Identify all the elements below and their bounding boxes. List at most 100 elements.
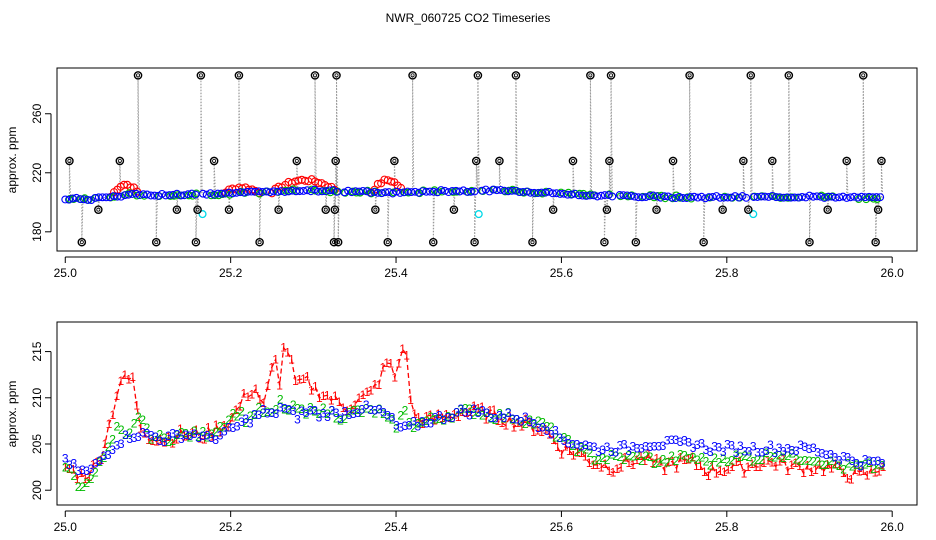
bottom-series-1-point: 1 [94, 455, 101, 469]
top-outlier-point [234, 71, 244, 80]
bottom-series-3-point: 3 [664, 433, 671, 447]
bottom-series-1-point: 1 [602, 457, 609, 471]
bottom-series-2-point: 2 [316, 407, 323, 421]
bottom-series-1-point: 1 [761, 456, 768, 470]
bottom-series-1-point: 1 [737, 454, 744, 468]
bottom-series-2-point: 2 [870, 462, 877, 476]
bottom-series-2-point: 2 [307, 400, 314, 414]
top-x-tick-label: 25.8 [715, 266, 739, 280]
top-outlier-point [744, 205, 753, 214]
bottom-series-3-point: 3 [750, 439, 757, 453]
top-blue-point [124, 190, 133, 199]
top-outlier-point [668, 156, 678, 166]
bottom-series-1-point: 1 [661, 464, 668, 478]
bottom-series-2-point: 2 [436, 412, 443, 426]
bottom-series-2-point: 2 [303, 407, 310, 421]
top-cyan-point [474, 210, 483, 219]
bottom-series-1-point: 1 [336, 395, 343, 409]
bottom-series-2-point: 2 [329, 404, 336, 418]
top-blue-point [295, 187, 304, 196]
top-outlier-point-core [701, 240, 706, 245]
bottom-series-1-point: 1 [173, 433, 180, 447]
bottom-series-3-point: 3 [690, 441, 697, 455]
bottom-series-2-point: 2 [66, 462, 73, 476]
top-blue-point [626, 192, 635, 200]
bottom-series-2-point: 2 [655, 456, 662, 470]
bottom-series-1-point: 1 [221, 419, 228, 433]
bottom-series-1-point: 1 [455, 410, 462, 424]
bottom-series-3-point: 3 [415, 420, 422, 434]
bottom-series-2-point: 2 [380, 407, 387, 421]
bottom-series-1-point: 1 [745, 460, 752, 474]
bottom-series-3-point: 3 [759, 446, 766, 460]
top-blue-point [839, 192, 847, 201]
top-blue-point [303, 186, 312, 195]
top-blue-point [385, 188, 393, 197]
bottom-series-3-point: 3 [247, 416, 254, 430]
bottom-series-3-point: 3 [286, 403, 293, 417]
bottom-series-1-point: 1 [153, 434, 160, 448]
bottom-series-3-point: 3 [96, 454, 103, 468]
bottom-series-2-point: 2 [157, 428, 164, 442]
top-outlier-point-core [786, 73, 791, 78]
bottom-series-1-point: 1 [82, 472, 89, 486]
bottom-series-3-point: 3 [350, 407, 357, 421]
bottom-series-2-point: 2 [298, 402, 305, 416]
top-outlier-point-core [497, 158, 502, 163]
bottom-series-3-point: 3 [174, 427, 181, 441]
bottom-series-2-point: 2 [707, 459, 714, 473]
top-outlier-point-core [333, 158, 338, 163]
top-blue-point [120, 191, 129, 200]
top-blue-point [652, 192, 661, 201]
bottom-series-1-point: 1 [368, 383, 375, 397]
bottom-series-2-point: 2 [556, 431, 563, 445]
bottom-series-3-point: 3 [716, 440, 723, 454]
figure-title: NWR_060725 CO2 Timeseries [386, 11, 551, 25]
top-blue-point [373, 188, 382, 197]
bottom-series-3-point: 3 [483, 406, 490, 420]
bottom-series-2-point: 2 [531, 417, 538, 431]
bottom-series-1-point: 1 [260, 396, 267, 410]
bottom-series-1-point: 1 [324, 388, 331, 402]
bottom-series-1-point: 1 [526, 416, 533, 430]
bottom-series-2-point: 2 [578, 441, 585, 455]
top-blue-point [556, 190, 565, 198]
bottom-series-3-point: 3 [71, 457, 78, 471]
bottom-series-1-point: 1 [677, 451, 684, 465]
top-blue-point [701, 194, 710, 203]
top-outlier-point [873, 205, 883, 214]
top-blue-point [455, 187, 464, 196]
top-outlier-point-core [294, 158, 299, 163]
top-blue-point [768, 191, 777, 200]
bottom-series-3-point: 3 [161, 435, 168, 449]
bottom-series-3-point: 3 [754, 445, 761, 459]
bottom-series-2-point: 2 [810, 455, 817, 469]
bottom-series-2-point: 2 [703, 454, 710, 468]
bottom-series-2-point: 2 [389, 412, 396, 426]
bottom-series-1-point: 1 [213, 418, 220, 432]
bottom-series-2-point: 2 [354, 403, 361, 417]
bottom-series-1-point: 1 [86, 470, 93, 484]
bottom-series-3-point: 3 [376, 403, 383, 417]
bottom-series-2-point: 2 [281, 402, 288, 416]
top-outlier-point [767, 156, 777, 166]
bottom-series-3-point: 3 [402, 419, 409, 433]
bottom-series-1-point: 1 [836, 459, 843, 473]
top-blue-point [790, 193, 799, 202]
bottom-series-2-point: 2 [423, 414, 430, 428]
bottom-series-1-point: 1 [300, 372, 307, 386]
bottom-series-1-point: 1 [860, 464, 867, 478]
bottom-series-2-point: 2 [273, 402, 280, 416]
bottom-series-2-point: 2 [561, 431, 568, 445]
bottom-y-tick-label: 210 [30, 387, 44, 407]
bottom-series-2-point: 2 [204, 431, 211, 445]
bottom-series-2-point: 2 [109, 432, 116, 446]
bottom-series-3-point: 3 [475, 406, 482, 420]
bottom-series-1-point: 1 [784, 464, 791, 478]
top-blue-point [437, 186, 446, 194]
bottom-series-3-point: 3 [488, 411, 495, 425]
top-x-tick-label: 25.2 [219, 266, 243, 280]
top-outlier-point-core [602, 240, 607, 245]
top-blue-point [459, 186, 468, 195]
top-blue-point [277, 187, 286, 196]
